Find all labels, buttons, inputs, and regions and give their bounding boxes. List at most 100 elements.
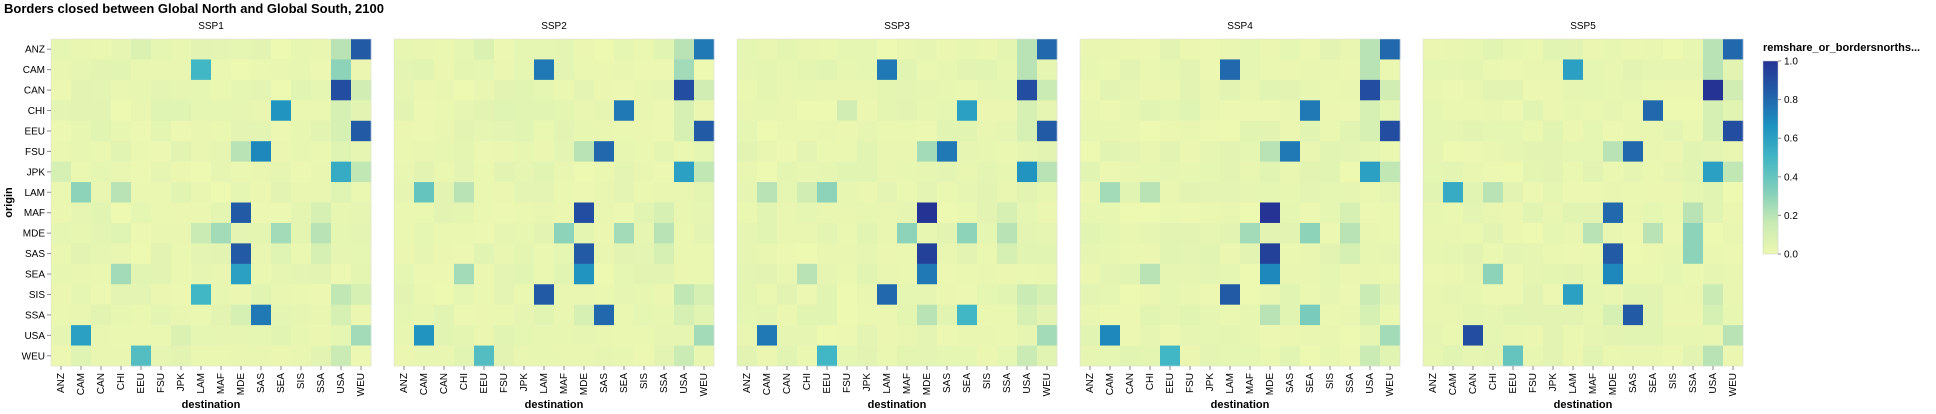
heatmap-cell [1583,182,1604,203]
heatmap-cell [1643,222,1664,244]
heatmap-cell [877,263,898,285]
heatmap-cell [151,284,172,305]
heatmap-cell [91,345,112,367]
heatmap-cell [1483,39,1504,60]
heatmap-cell [1380,182,1401,203]
facet-frame [393,38,715,367]
heatmap-cell [534,141,555,162]
heatmap-cell [1583,202,1604,224]
x-tick-label: SIS [639,373,650,389]
x-tick-label: SSA [1002,373,1013,393]
y-tick-label: USA [24,331,45,342]
heatmap-cell [1280,182,1301,203]
heatmap-cell [1120,39,1141,60]
facet-title: SSP3 [884,21,910,32]
heatmap-cell [1037,284,1058,305]
heatmap-cell [1583,325,1604,346]
heatmap-cell [1380,345,1401,367]
heatmap-cell [1543,263,1564,285]
heatmap-cell [231,120,252,142]
heatmap-cell [271,284,292,305]
heatmap-cell [351,263,372,285]
heatmap-cell [434,243,455,265]
heatmap-cell [394,120,415,142]
heatmap-cell [474,202,495,224]
heatmap-cell [454,39,475,60]
heatmap-cell [1523,263,1544,285]
heatmap-cell [291,243,312,265]
heatmap-cell [191,345,212,367]
heatmap-cell [474,243,495,265]
x-axis-title: destination [1554,399,1613,411]
heatmap-cell [151,39,172,60]
heatmap-cell [1463,59,1484,81]
heatmap-cell [1220,345,1241,367]
heatmap-cell [977,182,998,203]
heatmap-cell [394,182,415,203]
heatmap-cell [394,222,415,244]
heatmap-cell [1220,79,1241,101]
heatmap-cell [694,345,715,367]
heatmap-cell [71,202,92,224]
heatmap-cell [777,325,798,346]
x-tick-label: USA [679,373,690,394]
heatmap-cell [817,79,838,101]
heatmap-cell [171,325,192,346]
heatmap-cell [594,345,615,367]
heatmap-cell [1463,345,1484,367]
heatmap-cell [1200,325,1221,346]
heatmap-cell [1563,243,1584,265]
heatmap-cell [1200,182,1221,203]
heatmap-cell [1320,202,1341,224]
heatmap-cell [957,345,978,367]
facet-frame [1079,38,1401,367]
heatmap-cell [1483,100,1504,122]
heatmap-cell [151,79,172,101]
heatmap-cell [1240,243,1261,265]
heatmap-cell [1683,120,1704,142]
heatmap-cell [857,284,878,305]
heatmap-cell [351,59,372,81]
heatmap-cell [331,325,352,346]
heatmap-cell [1643,141,1664,162]
heatmap-cell [131,161,152,183]
heatmap-cell [151,161,172,183]
legend-tick-label: 1.0 [1784,57,1798,68]
x-tick-label: MDE [1265,373,1276,396]
heatmap-cell [1340,345,1361,367]
heatmap-cell [777,345,798,367]
y-tick-label: MDE [23,229,46,240]
heatmap-cell [271,304,292,326]
heatmap-cell [91,182,112,203]
heatmap-cell [1543,100,1564,122]
heatmap-cell [1703,161,1724,183]
heatmap-cell [1300,304,1321,326]
heatmap-cell [1703,39,1724,60]
heatmap-cell [1463,100,1484,122]
x-tick-label: LAM [882,373,893,394]
heatmap-cell [1563,304,1584,326]
heatmap-cell [394,345,415,367]
heatmap-cell [474,263,495,285]
heatmap-cell [937,243,958,265]
heatmap-cell [514,202,535,224]
heatmap-cell [454,120,475,142]
heatmap-cell [291,202,312,224]
heatmap-cell [1380,141,1401,162]
heatmap-cell [797,59,818,81]
heatmap-cell [1320,120,1341,142]
heatmap-cell [1360,39,1381,60]
facet-frame [736,38,1058,367]
heatmap-cell [434,345,455,367]
heatmap-cell [1360,182,1381,203]
x-tick-label: SSA [316,373,327,393]
heatmap-cell [514,79,535,101]
facet-ssp5: SSP5 ANZ CAM CAN CHI EEU FSU JPK LAM MAF MDE SAS SEA… [1422,21,1744,411]
heatmap-cell [311,222,332,244]
heatmap-cell [1180,222,1201,244]
heatmap-cell [1663,243,1684,265]
heatmap-cell [1483,345,1504,367]
heatmap-cell [1080,325,1101,346]
heatmap-cell [1623,284,1644,305]
heatmap-cell [251,39,272,60]
